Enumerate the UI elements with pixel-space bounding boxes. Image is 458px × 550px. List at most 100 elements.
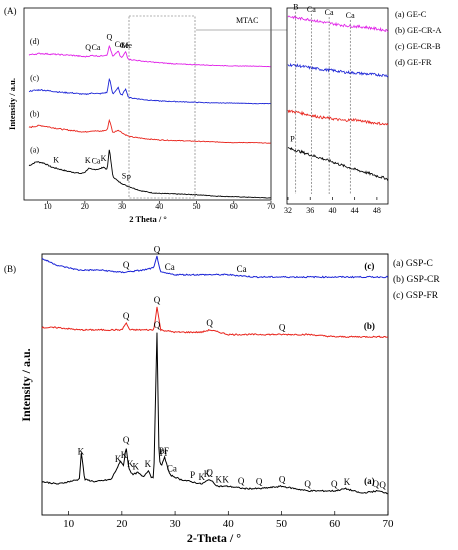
peak-label: Ca: [346, 11, 355, 20]
peak-label: K: [204, 469, 211, 479]
x-tick-label: 20: [81, 202, 89, 211]
peak-label: K: [101, 154, 107, 163]
panel-a-legend: (a) GE-C (b) GE-CR-A (c) GE-CR-B (d) GE-…: [395, 9, 442, 67]
peak-label: (b): [30, 109, 40, 118]
inset-frame: [286, 7, 389, 205]
peak-label: Q: [331, 479, 338, 489]
peak-label: Ca: [307, 5, 316, 14]
x-tick-label: 70: [267, 202, 275, 211]
peak-label: K: [344, 477, 351, 487]
peak-label: K: [121, 450, 128, 460]
peak-label: K: [132, 461, 139, 471]
mtac-label: MTAC: [236, 16, 258, 25]
inset-peak-labels: B Ca Ca Ca P: [290, 3, 355, 194]
peak-label: Q: [279, 474, 286, 484]
peak-label: (d): [30, 37, 40, 46]
inset-curves: [287, 15, 389, 181]
peak-label: Ca: [325, 8, 334, 17]
x-tick-label: 32: [284, 206, 292, 215]
peak-label: Me: [121, 41, 132, 50]
peak-label: Q: [206, 318, 213, 328]
x-tick-label: 10: [63, 518, 75, 530]
mtac-region-box: [128, 15, 196, 199]
x-tick-label: 60: [230, 202, 238, 211]
x-tick-label: 40: [223, 518, 235, 530]
inset-x-ticks: 32 36 40 44 48: [284, 197, 381, 215]
peak-label: Q: [206, 467, 213, 477]
panel-b-x-axis-label: 2-Theta / °: [187, 531, 241, 545]
peak-label: K: [222, 474, 229, 484]
peak-label: Q: [279, 323, 286, 333]
legend-a-item-3: (d) GE-FR: [395, 57, 432, 67]
series-a-line: [28, 149, 271, 199]
panel-b-y-axis-label: Intensity / a.u.: [19, 348, 33, 421]
peak-label: Ca: [165, 262, 175, 272]
peak-label: Q: [304, 479, 311, 489]
peak-label: Ge: [120, 41, 130, 50]
panel-b-curves: [41, 255, 389, 495]
peak-label: Ca: [92, 156, 101, 165]
peak-label: P: [127, 174, 132, 183]
peak-label: K: [53, 155, 59, 164]
peak-label: Q: [256, 477, 263, 487]
peak-label: K: [215, 474, 222, 484]
series-d-line: [287, 15, 389, 33]
peak-label: K: [127, 459, 134, 469]
x-tick-label: 10: [44, 202, 52, 211]
peak-label: Q: [123, 260, 130, 270]
peak-label: Q: [373, 479, 380, 489]
peak-label: (b): [364, 321, 375, 331]
x-tick-label: 70: [383, 518, 395, 530]
peak-label: Q: [123, 435, 130, 445]
panel-a-x-axis-label: 2 Theta / °: [129, 214, 166, 224]
series-d-line: [28, 44, 271, 68]
peak-label: (a): [364, 476, 375, 486]
legend-a-item-0: (a) GE-C: [395, 9, 427, 19]
peak-label: K: [145, 459, 152, 469]
peak-label: B: [293, 3, 298, 12]
mtac-inset: B Ca Ca Ca P 32 36 40 44 48: [284, 3, 389, 215]
legend-b-item-0: (a) GSP-C: [393, 258, 433, 269]
legend-b-item-1: (b) GSP-CR: [393, 274, 440, 285]
peak-label: P: [290, 134, 295, 143]
peak-label: Ca: [237, 264, 247, 274]
legend-b-item-2: (c) GSP-FR: [393, 290, 439, 301]
series-b-line: [41, 306, 388, 339]
legend-a-item-1: (b) GE-CR-A: [395, 25, 442, 35]
peak-label: Ca: [92, 43, 101, 52]
peak-label: Q: [238, 476, 245, 486]
peak-label: P: [190, 470, 195, 480]
peak-label: Q: [107, 33, 113, 42]
peak-label: (a): [30, 146, 39, 155]
peak-label: Q: [154, 295, 161, 305]
peak-label: Q: [154, 320, 161, 330]
panel-a-curves: [28, 44, 271, 199]
panel-b-frame: [41, 253, 389, 516]
series-b-line: [287, 109, 389, 126]
x-tick-label: 40: [155, 202, 163, 211]
series-c-line: [28, 77, 271, 105]
legend-a-item-2: (c) GE-CR-B: [395, 41, 441, 51]
peak-label: Q: [123, 311, 130, 321]
panel-b-label: (B): [4, 264, 16, 274]
series-a-line: [287, 146, 389, 181]
panel-a-label: (A): [4, 6, 17, 16]
series-a-line: [41, 332, 388, 495]
series-b-line: [28, 118, 271, 144]
peak-label: Pl: [160, 448, 168, 458]
peak-label: Ca: [115, 40, 124, 49]
x-tick-label: 36: [306, 206, 314, 215]
panel-a-x-ticks: 10 20 30 40 50 60 70: [44, 201, 275, 211]
peak-label: PF: [159, 446, 169, 456]
series-c-line: [287, 62, 389, 78]
panel-a-y-axis-label: Intensity / a.u.: [7, 78, 17, 130]
peak-label: S: [122, 171, 126, 180]
x-tick-label: 20: [116, 518, 128, 530]
peak-label: Ca: [167, 464, 177, 474]
panel-b-x-ticks: 10 20 30 40 50 60 70: [63, 511, 394, 530]
